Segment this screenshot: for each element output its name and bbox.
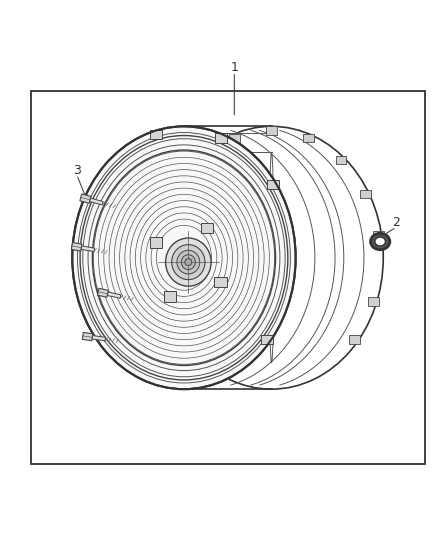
Ellipse shape: [185, 259, 192, 265]
Ellipse shape: [166, 238, 211, 286]
Polygon shape: [82, 333, 93, 341]
FancyBboxPatch shape: [373, 231, 384, 240]
Polygon shape: [107, 292, 121, 298]
Ellipse shape: [72, 126, 296, 389]
FancyBboxPatch shape: [267, 180, 279, 189]
Ellipse shape: [172, 245, 205, 280]
FancyBboxPatch shape: [368, 297, 378, 306]
Polygon shape: [98, 288, 108, 297]
Ellipse shape: [160, 126, 383, 389]
FancyBboxPatch shape: [266, 126, 277, 135]
Ellipse shape: [177, 251, 200, 274]
FancyBboxPatch shape: [261, 335, 273, 344]
FancyBboxPatch shape: [304, 134, 314, 142]
FancyBboxPatch shape: [201, 223, 213, 233]
Text: 2: 2: [392, 216, 400, 229]
Text: 3: 3: [73, 164, 81, 176]
FancyBboxPatch shape: [360, 190, 371, 198]
Text: 1: 1: [230, 61, 238, 74]
Polygon shape: [92, 335, 106, 341]
Ellipse shape: [181, 255, 195, 270]
Ellipse shape: [371, 233, 390, 250]
FancyBboxPatch shape: [163, 291, 176, 302]
Polygon shape: [71, 243, 82, 251]
Polygon shape: [80, 194, 91, 203]
FancyBboxPatch shape: [150, 130, 162, 140]
FancyBboxPatch shape: [336, 156, 346, 165]
Polygon shape: [81, 246, 95, 252]
FancyBboxPatch shape: [215, 277, 227, 287]
FancyBboxPatch shape: [349, 335, 360, 344]
Ellipse shape: [375, 237, 385, 246]
FancyBboxPatch shape: [229, 134, 240, 142]
Bar: [31, 91, 425, 464]
FancyBboxPatch shape: [215, 133, 227, 143]
Polygon shape: [90, 198, 103, 205]
FancyBboxPatch shape: [150, 237, 162, 248]
